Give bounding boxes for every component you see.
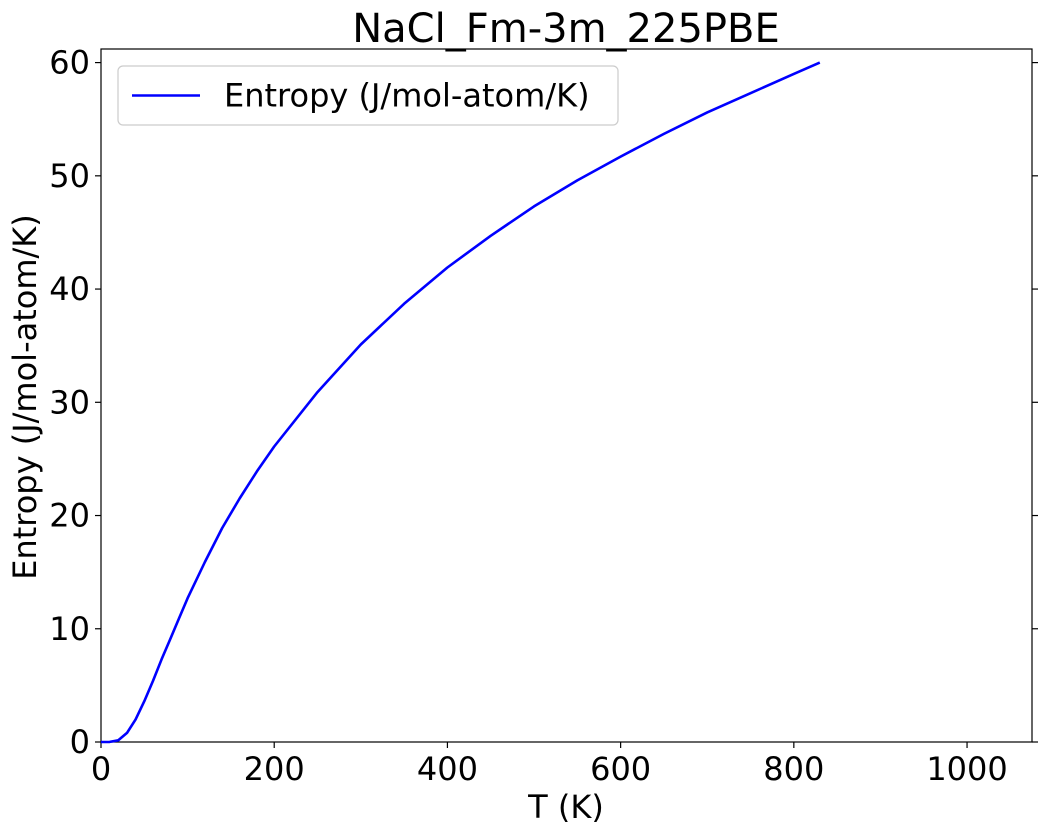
y-tick-label: 40: [49, 270, 90, 308]
y-tick-label: 50: [49, 157, 90, 195]
plot-area: 0 200 400 600 800 1000 0 10 20 30 40 50 60 Entropy (J…: [49, 44, 1038, 788]
entropy-series-line: [100, 61, 821, 744]
y-axis-label: Entropy (J/mol-atom/K): [6, 214, 44, 580]
x-tick-label: 200: [244, 750, 305, 788]
x-tick-label: 0: [91, 750, 111, 788]
plot-frame: [100, 48, 1033, 743]
x-tick-label: 600: [590, 750, 651, 788]
x-tick-label: 400: [417, 750, 478, 788]
x-tick-label: 800: [763, 750, 824, 788]
legend-box: [117, 65, 619, 126]
chart-title: NaCl_Fm-3m_225PBE: [352, 6, 779, 52]
y-tick-label: 20: [49, 497, 90, 535]
y-tick-label: 60: [49, 44, 90, 82]
x-axis-label: T (K): [527, 788, 604, 826]
y-tick-label: 10: [49, 610, 90, 648]
y-tick-label: 30: [49, 383, 90, 421]
legend-label: Entropy (J/mol-atom/K): [224, 77, 590, 115]
y-tick-label: 0: [70, 723, 90, 761]
x-tick-label: 1000: [926, 750, 1007, 788]
